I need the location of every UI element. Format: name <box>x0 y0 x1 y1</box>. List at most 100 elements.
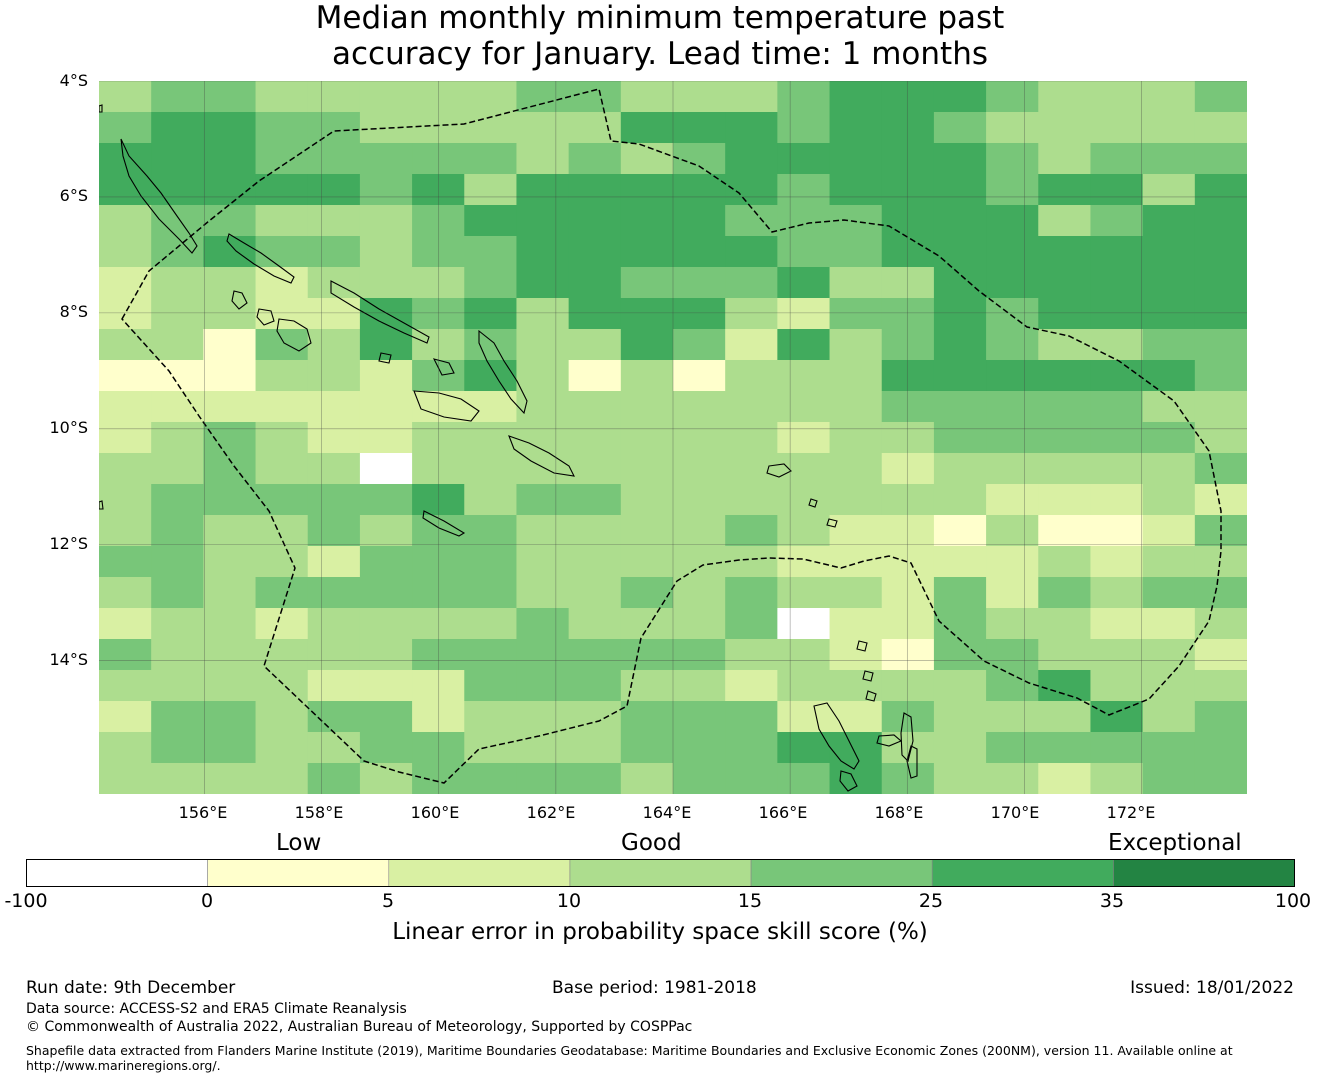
skill-score-map <box>99 81 1247 794</box>
grid-cell <box>516 732 570 764</box>
grid-cell <box>777 360 831 392</box>
grid-cell <box>307 298 361 330</box>
grid-cell <box>359 546 413 578</box>
grid-cell <box>99 391 152 423</box>
grid-cell <box>986 143 1039 175</box>
grid-cell <box>1142 174 1196 206</box>
grid-cell <box>568 453 622 485</box>
grid-cell <box>255 422 309 454</box>
grid-cell <box>1194 143 1247 175</box>
colorbar-segment <box>207 859 390 887</box>
grid-cell <box>359 391 413 423</box>
grid-cell <box>933 453 987 485</box>
grid-cell <box>1090 515 1144 547</box>
grid-cell <box>359 763 413 794</box>
grid-cell <box>725 267 778 299</box>
colorbar-tick-35: 35 <box>1099 890 1125 912</box>
grid-cell <box>255 732 309 764</box>
grid-cell <box>99 670 152 702</box>
grid-cell <box>933 577 987 609</box>
grid-cell <box>725 701 778 733</box>
grid-cell <box>568 360 622 392</box>
grid-cell <box>255 205 309 237</box>
grid-cell <box>255 763 309 794</box>
grid-cell <box>933 298 987 330</box>
grid-cell <box>359 360 413 392</box>
grid-cell <box>777 422 831 454</box>
grid-cell <box>777 701 831 733</box>
grid-cell <box>99 732 152 764</box>
grid-cell <box>568 732 622 764</box>
grid-cell <box>255 360 309 392</box>
grid-cell <box>151 267 204 299</box>
grid-cell <box>99 515 152 547</box>
grid-cell <box>203 732 257 764</box>
grid-cell <box>725 205 778 237</box>
grid-cell <box>933 515 987 547</box>
grid-cell <box>516 112 570 144</box>
grid-cell <box>725 670 778 702</box>
grid-cell <box>777 329 831 361</box>
grid-cell <box>255 639 309 671</box>
grid-cell <box>620 236 674 268</box>
grid-cell <box>516 453 570 485</box>
island-russell <box>378 352 392 364</box>
grid-cell <box>568 608 622 640</box>
grid-cell <box>620 205 674 237</box>
grid-cell <box>464 515 518 547</box>
grid-cell <box>620 298 674 330</box>
island-florida <box>432 358 455 376</box>
grid-cell <box>933 546 987 578</box>
grid-cell <box>829 81 883 113</box>
grid-cell <box>725 329 778 361</box>
grid-cell <box>986 546 1039 578</box>
grid-cell <box>1038 112 1092 144</box>
grid-cell <box>1090 453 1144 485</box>
island-malaita <box>478 329 528 415</box>
grid-cell <box>99 236 152 268</box>
grid-cell <box>359 143 413 175</box>
grid-cell <box>151 236 204 268</box>
data-source: Data source: ACCESS-S2 and ERA5 Climate … <box>26 1001 407 1017</box>
lon-label-162e: 162°E <box>526 803 576 822</box>
grid-cell <box>777 112 831 144</box>
grid-cell <box>933 267 987 299</box>
grid-cell <box>725 360 778 392</box>
grid-cell <box>986 174 1039 206</box>
grid-cell <box>829 546 883 578</box>
grid-cell <box>1038 701 1092 733</box>
grid-cell <box>829 732 883 764</box>
grid-cell <box>1194 360 1247 392</box>
grid-cell <box>568 701 622 733</box>
grid-cell <box>307 205 361 237</box>
grid-cell <box>1142 422 1196 454</box>
grid-cell <box>881 422 935 454</box>
grid-cell <box>1038 515 1092 547</box>
base-period: Base period: 1981-2018 <box>552 978 757 998</box>
grid-cell <box>255 267 309 299</box>
colorbar-segment <box>26 859 208 887</box>
grid-cell <box>464 360 518 392</box>
grid-cell <box>568 484 622 516</box>
grid-cell <box>464 484 518 516</box>
grid-cell <box>881 763 935 794</box>
grid-cell <box>986 205 1039 237</box>
grid-cell <box>99 329 152 361</box>
grid-cell <box>1194 732 1247 764</box>
grid-cell <box>933 205 987 237</box>
grid-cell <box>1142 81 1196 113</box>
island-santa-isabel <box>330 280 430 344</box>
island-pentecost <box>906 745 918 779</box>
grid-cell <box>620 515 674 547</box>
grid-cell <box>933 143 987 175</box>
grid-cell <box>1194 298 1247 330</box>
grid-cell <box>307 546 361 578</box>
grid-cell <box>99 546 152 578</box>
grid-cell <box>568 391 622 423</box>
grid-cell <box>1038 143 1092 175</box>
grid-cell <box>203 763 257 794</box>
grid-cell <box>1090 670 1144 702</box>
grid-cell <box>933 670 987 702</box>
grid-cell <box>568 81 622 113</box>
grid-cell <box>829 298 883 330</box>
